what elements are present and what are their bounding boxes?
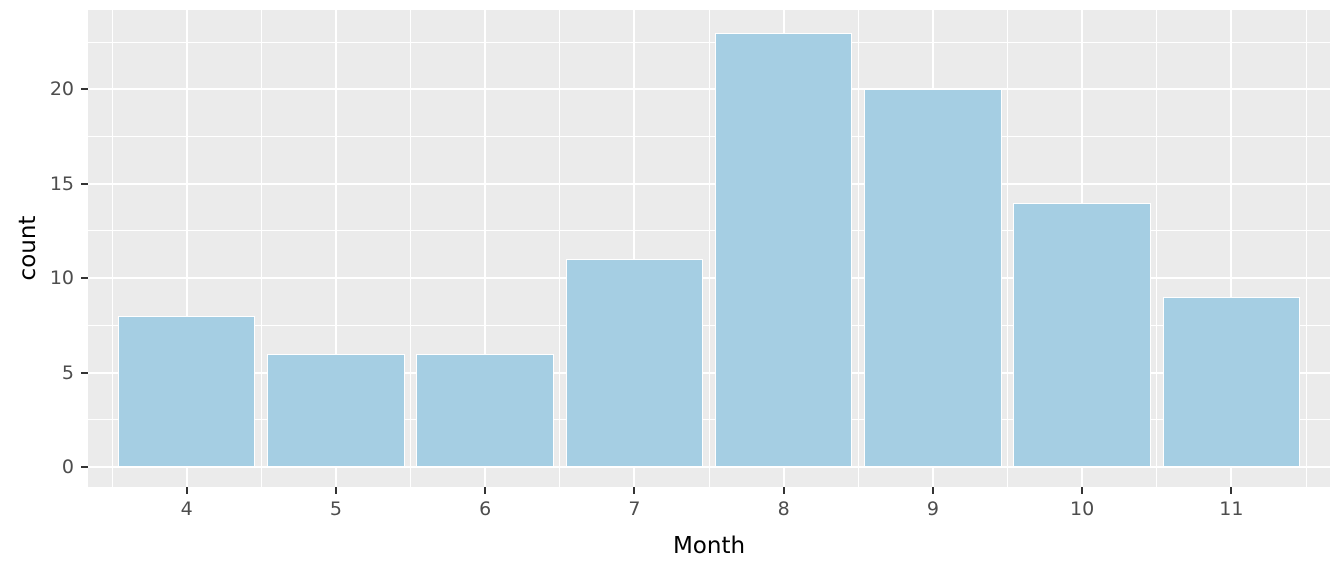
minor-gridline-vertical — [1007, 10, 1008, 487]
x-tick-label: 8 — [777, 498, 790, 520]
x-axis-tick — [782, 487, 785, 494]
minor-gridline-vertical — [1156, 10, 1158, 487]
major-gridline-vertical — [334, 10, 337, 487]
y-axis-tick — [81, 465, 88, 468]
y-axis-tick — [81, 371, 88, 374]
x-tick-label: 7 — [628, 498, 641, 520]
minor-gridline-vertical — [410, 10, 411, 487]
bar-month-4 — [117, 315, 256, 467]
minor-gridline-vertical — [857, 10, 859, 487]
major-gridline-vertical — [1230, 10, 1233, 487]
y-axis-tick — [81, 88, 88, 91]
x-tick-label: 9 — [926, 498, 939, 520]
x-axis-tick — [484, 487, 487, 494]
x-tick-label: 5 — [329, 498, 342, 520]
y-tick-label: 15 — [49, 172, 74, 195]
x-tick-label: 11 — [1219, 498, 1244, 520]
y-axis-title: count — [15, 215, 41, 280]
minor-gridline-vertical — [559, 10, 561, 487]
y-tick-label: 5 — [61, 361, 74, 384]
x-axis-tick — [931, 487, 934, 494]
major-gridline-vertical — [633, 10, 636, 487]
x-tick-label: 4 — [180, 498, 193, 520]
x-tick-label: 6 — [479, 498, 492, 520]
bar-month-9 — [864, 89, 1002, 467]
y-axis-tick — [81, 182, 88, 185]
minor-gridline-vertical — [111, 10, 113, 487]
y-tick-label: 20 — [49, 78, 74, 101]
bar-month-5 — [267, 353, 405, 467]
x-axis-tick — [1081, 487, 1084, 494]
minor-gridline-vertical — [260, 10, 262, 487]
y-axis-tick — [81, 277, 88, 280]
bar-month-10 — [1013, 202, 1151, 467]
y-tick-label: 10 — [49, 267, 74, 290]
minor-gridline-vertical — [1305, 10, 1307, 487]
x-axis-tick — [185, 487, 188, 494]
bar-month-6 — [416, 353, 554, 467]
bar-month-7 — [565, 259, 704, 467]
bar-month-11 — [1162, 297, 1301, 467]
major-gridline-vertical — [185, 10, 188, 487]
x-axis-tick — [1230, 487, 1233, 494]
y-tick-label: 0 — [61, 455, 74, 478]
x-axis-tick — [633, 487, 636, 494]
x-tick-label: 10 — [1070, 498, 1095, 520]
bar-month-8 — [714, 32, 853, 467]
major-gridline-vertical — [484, 10, 487, 487]
minor-gridline-vertical — [708, 10, 710, 487]
x-axis-tick — [334, 487, 337, 494]
x-axis-title: Month — [672, 533, 746, 559]
